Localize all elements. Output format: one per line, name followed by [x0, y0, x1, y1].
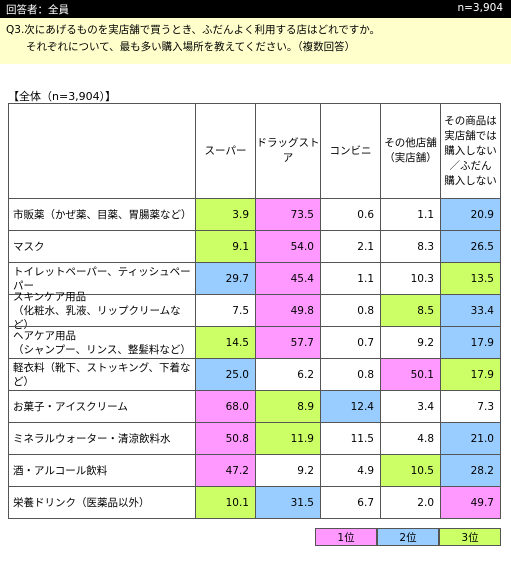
- text-line: 軽衣料（靴下、ストッキング、下着など）: [13, 361, 191, 388]
- value-cell: 21.0: [440, 422, 501, 455]
- row-label: ミネラルウォーター・清涼飲料水: [8, 422, 196, 455]
- column-header: その商品は 実店舗では 購入しない ／ふだん 購入しない: [440, 103, 501, 199]
- value-cell: 14.5: [195, 326, 256, 359]
- value-cell: 29.7: [195, 262, 256, 295]
- text-line: （シャンプー、リンス、整髪料など）: [13, 343, 191, 356]
- value-cell: 57.7: [255, 326, 321, 359]
- value-cell: 10.3: [380, 262, 441, 295]
- value-cell: 7.3: [440, 390, 501, 423]
- value-cell: 45.4: [255, 262, 321, 295]
- value-cell: 0.8: [320, 294, 381, 327]
- column-header: ドラッグストア: [255, 103, 321, 199]
- text-line: 市販薬（かぜ薬、目薬、胃腸薬など）: [13, 208, 192, 221]
- value-cell: 1.1: [380, 198, 441, 231]
- value-cell: 0.7: [320, 326, 381, 359]
- text-line: ドラッグストア: [256, 137, 320, 164]
- value-cell: 20.9: [440, 198, 501, 231]
- text-line: コンビニ: [329, 144, 372, 157]
- value-cell: 11.5: [320, 422, 381, 455]
- value-cell: 2.1: [320, 230, 381, 263]
- text-line: マスク: [13, 240, 45, 253]
- value-cell: 49.7: [440, 486, 501, 519]
- text-line: トイレットペーパー、ティッシュペーパー: [13, 265, 191, 292]
- value-cell: 12.4: [320, 390, 381, 423]
- value-cell: 6.2: [255, 358, 321, 391]
- value-cell: 33.4: [440, 294, 501, 327]
- text-line: 購入しない: [444, 144, 497, 157]
- text-line: ／ふだん: [449, 159, 492, 172]
- value-cell: 1.1: [320, 262, 381, 295]
- value-cell: 0.8: [320, 358, 381, 391]
- value-cell: 0.6: [320, 198, 381, 231]
- column-header: コンビニ: [320, 103, 381, 199]
- row-label: スキンケア用品 （化粧水、乳液、リップクリームなど）: [8, 291, 196, 331]
- value-cell: 17.9: [440, 358, 501, 391]
- text-line: 購入しない: [444, 174, 497, 187]
- value-cell: 9.2: [380, 326, 441, 359]
- value-cell: 49.8: [255, 294, 321, 327]
- sample-size: n=3,904: [457, 2, 503, 14]
- text-line: その他店舗: [384, 137, 437, 149]
- row-label: ヘアケア用品 （シャンプー、リンス、整髪料など）: [8, 326, 196, 359]
- value-cell: 8.9: [255, 390, 321, 423]
- legend-item: 2位: [377, 528, 439, 546]
- value-cell: 31.5: [255, 486, 321, 519]
- text-line: お菓子・アイスクリーム: [13, 400, 128, 413]
- value-cell: 10.5: [380, 454, 441, 487]
- value-cell: 3.9: [195, 198, 256, 231]
- respondents: 回答者：全員: [6, 4, 69, 16]
- value-cell: 9.1: [195, 230, 256, 263]
- question-line: Q3.次にあげるものを実店舗で買うとき、ふだんよく利用する店はどれですか。: [6, 24, 381, 36]
- text-line: 酒・アルコール飲料: [13, 464, 108, 477]
- column-header: スーパー: [195, 103, 256, 199]
- value-cell: 4.8: [380, 422, 441, 455]
- text-line: ミネラルウォーター・清涼飲料水: [13, 432, 171, 445]
- value-cell: 4.9: [320, 454, 381, 487]
- text-line: ヘアケア用品: [13, 329, 76, 342]
- column-header: その他店舗 （実店舗）: [380, 103, 441, 199]
- value-cell: 7.5: [195, 294, 256, 327]
- value-cell: 73.5: [255, 198, 321, 231]
- value-cell: 50.8: [195, 422, 256, 455]
- row-label: 栄養ドリンク（医薬品以外）: [8, 486, 196, 519]
- value-cell: 13.5: [440, 262, 501, 295]
- text-line: 栄養ドリンク（医薬品以外）: [13, 496, 150, 509]
- value-cell: 26.5: [440, 230, 501, 263]
- text-line: 実店舗では: [444, 129, 497, 142]
- value-cell: 47.2: [195, 454, 256, 487]
- value-cell: 17.9: [440, 326, 501, 359]
- row-label: 酒・アルコール飲料: [8, 454, 196, 487]
- value-cell: 8.5: [380, 294, 441, 327]
- row-label: お菓子・アイスクリーム: [8, 390, 196, 423]
- value-cell: 68.0: [195, 390, 256, 423]
- value-cell: 9.2: [255, 454, 321, 487]
- row-label: 軽衣料（靴下、ストッキング、下着など）: [8, 358, 196, 391]
- header-bar: 回答者：全員 n=3,904: [0, 0, 511, 18]
- value-cell: 10.1: [195, 486, 256, 519]
- value-cell: 6.7: [320, 486, 381, 519]
- value-cell: 54.0: [255, 230, 321, 263]
- legend-item: 3位: [439, 528, 501, 546]
- value-cell: 28.2: [440, 454, 501, 487]
- value-cell: 8.3: [380, 230, 441, 263]
- row-label: マスク: [8, 230, 196, 263]
- text-line: スーパー: [204, 144, 247, 157]
- text-line: スキンケア用品: [13, 290, 87, 303]
- value-cell: 50.1: [380, 358, 441, 391]
- question-line: それぞれについて、最も多い購入場所を教えてください。（複数回答）: [26, 41, 356, 53]
- header-corner: [8, 103, 196, 199]
- value-cell: 11.9: [255, 422, 321, 455]
- value-cell: 25.0: [195, 358, 256, 391]
- legend-item: 1位: [315, 528, 377, 546]
- text-line: その商品は: [444, 114, 497, 127]
- text-line: （実店舗）: [384, 152, 437, 164]
- row-label: 市販薬（かぜ薬、目薬、胃腸薬など）: [8, 198, 196, 231]
- text-line: （化粧水、乳液、リップクリームなど）: [13, 304, 181, 331]
- value-cell: 3.4: [380, 390, 441, 423]
- question-box: Q3.次にあげるものを実店舗で買うとき、ふだんよく利用する店はどれですか。 それ…: [0, 18, 511, 64]
- subtitle: 【全体（n=3,904）】: [8, 90, 117, 103]
- value-cell: 2.0: [380, 486, 441, 519]
